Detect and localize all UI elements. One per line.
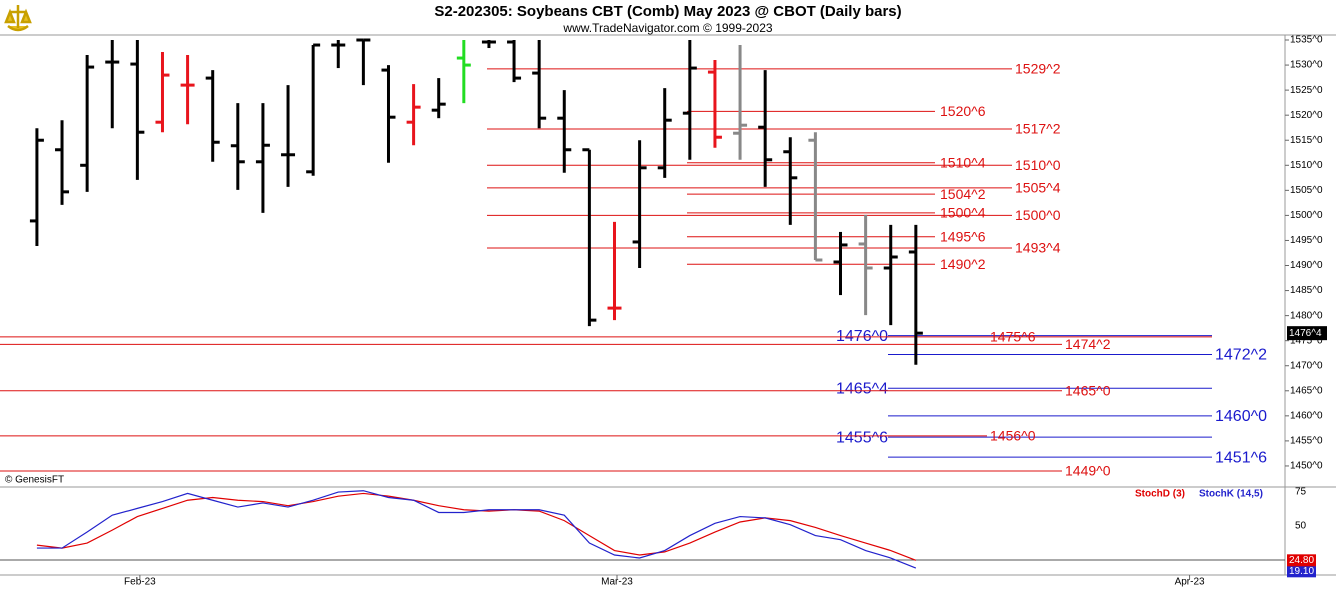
y-tick-label: 1485^0: [1290, 285, 1323, 296]
level-label: 1472^2: [1215, 347, 1267, 364]
y-tick-label: 50: [1295, 521, 1307, 532]
level-label: 1474^2: [1065, 336, 1111, 352]
level-label: 1529^2: [1015, 61, 1061, 77]
stoch-line: [36, 490, 917, 569]
level-label: 1510^0: [1015, 157, 1061, 173]
subtitle: www.TradeNavigator.com © 1999-2023: [562, 21, 772, 35]
x-tick-label: Mar-23: [601, 577, 633, 588]
y-tick-label: 1505^0: [1290, 185, 1323, 196]
y-tick-label: 1460^0: [1290, 410, 1323, 421]
level-label: 1520^6: [940, 103, 986, 119]
level-label: 1465^0: [1065, 382, 1111, 398]
last-value-box: [1287, 554, 1316, 567]
last-value-label: 19.10: [1289, 566, 1314, 577]
level-label: 1500^4: [940, 205, 986, 221]
level-label: 1456^0: [990, 428, 1036, 444]
last-value-label: 24.80: [1289, 555, 1314, 566]
y-tick-label: 1470^0: [1290, 360, 1323, 371]
y-tick-label: 1515^0: [1290, 135, 1323, 146]
y-tick-label: 1455^0: [1290, 436, 1323, 447]
stoch-line: [36, 492, 917, 561]
source: © GenesisFT: [5, 475, 64, 486]
y-tick-label: 1530^0: [1290, 60, 1323, 71]
y-tick-label: 1475^0: [1290, 335, 1323, 346]
y-tick-label: 1525^0: [1290, 85, 1323, 96]
last-price-box: [1287, 326, 1327, 341]
x-tick-label: Apr-23: [1175, 577, 1205, 588]
level-label: 1504^2: [940, 186, 986, 202]
level-label: 1465^4: [836, 381, 888, 398]
level-label: 1449^0: [1065, 463, 1111, 479]
logo: [4, 2, 32, 32]
level-label: 1475^6: [990, 329, 1036, 345]
x-tick-label: Feb-23: [124, 577, 156, 588]
y-tick-label: 1535^0: [1290, 35, 1323, 46]
level-label: 1495^6: [940, 228, 986, 244]
level-label: 1510^4: [940, 154, 986, 170]
y-tick-label: 1465^0: [1290, 385, 1323, 396]
level-label: 1451^6: [1215, 449, 1267, 466]
level-label: 1490^2: [940, 256, 986, 272]
level-label: 1460^0: [1215, 408, 1267, 425]
last-price-label: 1476^4: [1289, 328, 1322, 339]
level-label: 1505^4: [1015, 180, 1061, 196]
legend-entry: StochK (14,5): [1199, 489, 1263, 500]
y-tick-label: 1480^0: [1290, 310, 1323, 321]
y-tick-label: 1490^0: [1290, 260, 1323, 271]
y-tick-label: 1500^0: [1290, 210, 1323, 221]
legend-entry: StochD (3): [1135, 489, 1185, 500]
chart-title: S2-202305: Soybeans CBT (Comb) May 2023 …: [434, 3, 901, 20]
level-label: 1455^6: [836, 429, 888, 446]
level-label: 1517^2: [1015, 121, 1061, 137]
y-tick-label: 1520^0: [1290, 110, 1323, 121]
y-tick-label: 1495^0: [1290, 235, 1323, 246]
level-label: 1500^0: [1015, 207, 1061, 223]
y-tick-label: 75: [1295, 487, 1307, 498]
y-tick-label: 1510^0: [1290, 160, 1323, 171]
y-tick-label: 1450^0: [1290, 461, 1323, 472]
level-label: 1493^4: [1015, 240, 1061, 256]
last-value-box: [1287, 565, 1316, 578]
level-label: 1476^0: [836, 328, 888, 345]
